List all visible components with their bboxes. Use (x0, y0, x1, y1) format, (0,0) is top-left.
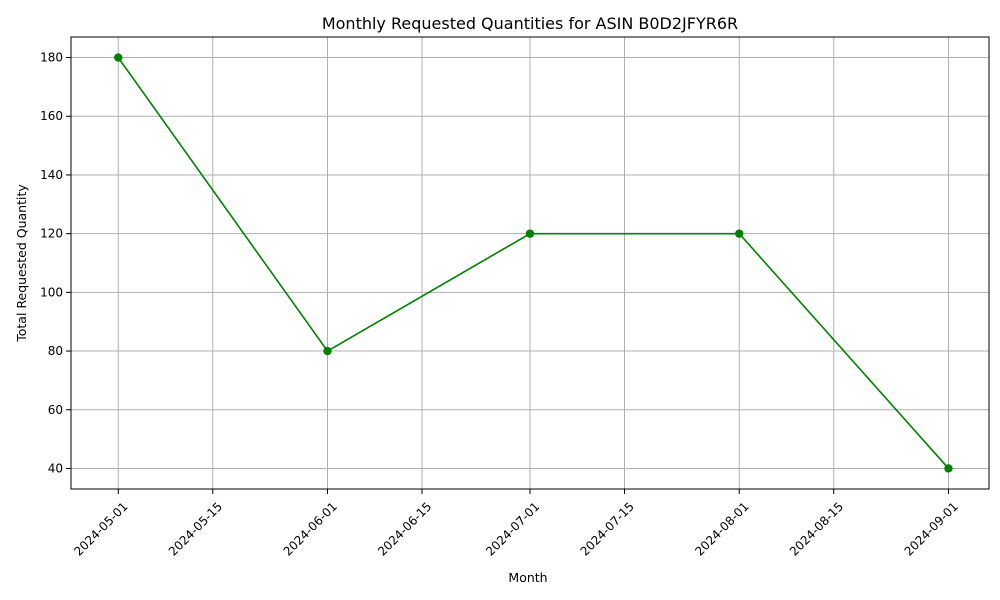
y-tick-label: 180 (40, 51, 63, 65)
data-point (944, 464, 953, 473)
data-point (323, 346, 332, 356)
y-tick-label: 100 (40, 285, 63, 299)
y-tick-label: 120 (40, 227, 63, 241)
data-point (525, 229, 535, 238)
series-layer (114, 53, 953, 473)
y-tick-label: 60 (48, 403, 63, 417)
y-tick-label: 40 (48, 461, 63, 475)
chart-title: Monthly Requested Quantities for ASIN B0… (322, 14, 738, 33)
y-tick-label: 80 (48, 344, 63, 358)
y-tick-label: 160 (40, 109, 63, 123)
x-gridlines (117, 37, 949, 489)
y-tick-label: 140 (40, 168, 63, 182)
y-axis-label: Total Requested Quantity (14, 184, 29, 343)
data-point (735, 229, 744, 238)
x-axis-label: Month (508, 570, 547, 585)
y-axis-ticks: 40 60 80 100 120 140 160 180 (40, 51, 71, 475)
data-point (114, 53, 123, 62)
